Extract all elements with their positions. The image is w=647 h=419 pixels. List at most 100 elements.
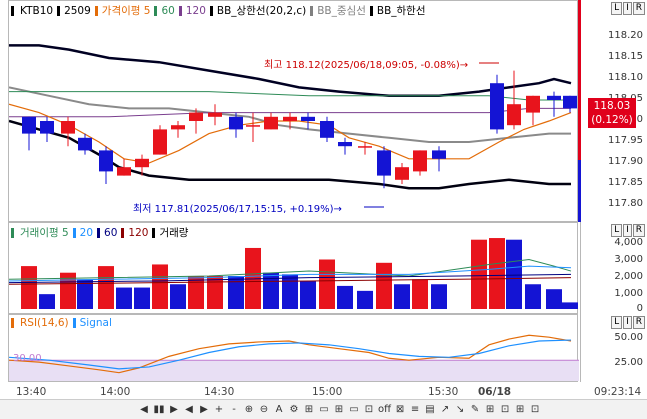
- candle-body: [507, 104, 521, 126]
- toolbar-button[interactable]: ⊞: [515, 404, 525, 415]
- y-tick-label: 118.10: [608, 72, 643, 83]
- toolbar-button[interactable]: off: [378, 404, 392, 415]
- legend-item: RSI(14,6): [20, 317, 69, 329]
- candle-body: [153, 129, 167, 155]
- rsi-y-axis: L I R 50.00 25.00: [580, 314, 647, 382]
- toolbar-button[interactable]: ⊞: [334, 404, 344, 415]
- rsi-oversold-zone: [9, 360, 579, 381]
- x-tick-label: 15:00: [312, 386, 343, 398]
- toolbar-button[interactable]: ⚙: [289, 404, 299, 415]
- candle-body: [395, 167, 409, 180]
- toolbar-button[interactable]: ⊡: [530, 404, 540, 415]
- y-tick-label: 0: [636, 303, 643, 314]
- volume-bar: [98, 266, 114, 309]
- panel-button-r[interactable]: R: [632, 2, 645, 15]
- volume-bar: [39, 294, 55, 309]
- volume-panel-button-l[interactable]: L: [611, 224, 623, 237]
- panel-button-l[interactable]: L: [611, 2, 623, 15]
- volume-bar: [282, 274, 298, 309]
- volume-chart[interactable]: [9, 223, 579, 313]
- toolbar-button[interactable]: ≡: [410, 404, 420, 415]
- ma60-line: [9, 91, 571, 101]
- legend-item: 60: [161, 4, 175, 17]
- candle-body: [22, 116, 36, 134]
- bb-lower-line: [9, 119, 571, 190]
- toolbar-button[interactable]: +: [214, 404, 224, 415]
- volume-bar: [562, 302, 578, 309]
- legend-marker: [11, 227, 14, 238]
- rsi-level-label: 30.00: [13, 353, 42, 364]
- x-tick-label: 15:30: [428, 386, 459, 398]
- toolbar-button[interactable]: ▶: [170, 404, 178, 415]
- legend-marker: [11, 318, 14, 328]
- candle-body: [78, 137, 92, 151]
- toolbar-button[interactable]: ⊞: [485, 404, 495, 415]
- volume-bar: [300, 280, 316, 309]
- toolbar-button[interactable]: ⊞: [304, 404, 314, 415]
- legend-item: 가격이평 5: [101, 5, 151, 17]
- toolbar-button[interactable]: ↘: [455, 404, 465, 415]
- volume-panel-button-i[interactable]: I: [623, 224, 632, 237]
- volume-bar: [412, 279, 428, 309]
- rsi-panel-button-r[interactable]: R: [632, 316, 645, 329]
- toolbar-button[interactable]: A: [275, 404, 283, 415]
- legend-separator: [94, 5, 98, 16]
- volume-bar: [471, 239, 487, 309]
- rsi-signal-line: [9, 339, 572, 370]
- volume-bar: [77, 279, 93, 309]
- toolbar-button[interactable]: ↗: [440, 404, 450, 415]
- volume-bar: [170, 284, 186, 309]
- panel-button-group[interactable]: L I R: [611, 2, 645, 15]
- rsi-panel-button-group[interactable]: L I R: [611, 316, 645, 329]
- price-pane[interactable]: KTB10 2509 가격이평 5 60 120 BB_상한선(20,2,c) BB_중심선…: [8, 0, 578, 222]
- x-tick-label: 14:00: [100, 386, 131, 398]
- candle-body: [490, 83, 504, 130]
- legend-item: Signal: [79, 317, 112, 329]
- candle-body: [99, 150, 113, 172]
- volume-bar: [394, 284, 410, 309]
- toolbar-button[interactable]: -: [232, 404, 236, 415]
- volume-bar: [546, 289, 562, 309]
- toolbar-button[interactable]: ▤: [425, 404, 435, 415]
- toolbar-button[interactable]: ▶: [200, 404, 208, 415]
- legend-item: 거래이평 5: [20, 227, 69, 239]
- toolbar-button[interactable]: ⊡: [364, 404, 374, 415]
- toolbar-button[interactable]: ▭: [319, 404, 329, 415]
- candle-body: [526, 95, 540, 113]
- toolbar-button[interactable]: ⊠: [395, 404, 405, 415]
- legend-item: KTB10: [20, 4, 54, 17]
- legend-separator: [209, 5, 213, 16]
- high-annotation: 최고 118.12(2025/06/18,09:05, -0.08%)→: [264, 60, 469, 71]
- volume-bar: [431, 284, 447, 309]
- rsi-pane[interactable]: RSI(14,6) Signal 30.00: [8, 314, 579, 382]
- legend-separator: [178, 5, 182, 16]
- toolbar-button[interactable]: ◀: [185, 404, 193, 415]
- legend-item: 거래량: [159, 227, 189, 239]
- candle-body: [61, 121, 75, 134]
- toolbar-button[interactable]: ◀: [140, 404, 148, 415]
- rsi-panel-button-l[interactable]: L: [611, 316, 623, 329]
- candle-body: [432, 150, 446, 159]
- toolbar-button[interactable]: ▮▮: [153, 404, 165, 415]
- vol-ma20-line: [9, 265, 572, 282]
- volume-y-axis: L I R 4,000 3,000 2,000 1,000 0: [580, 222, 647, 314]
- volume-pane[interactable]: 거래이평 5 20 60 120 거래량: [8, 222, 578, 314]
- x-tick-label: 13:40: [16, 386, 47, 398]
- price-chart[interactable]: [9, 1, 579, 221]
- candle-body: [377, 150, 391, 176]
- toolbar-button[interactable]: ⊕: [244, 404, 254, 415]
- toolbar-button[interactable]: ⊖: [259, 404, 269, 415]
- volume-panel-button-group[interactable]: L I R: [611, 224, 645, 237]
- toolbar-button[interactable]: ✎: [470, 404, 480, 415]
- legend-item: BB_하한선: [376, 5, 426, 17]
- rsi-panel-button-i[interactable]: I: [623, 316, 632, 329]
- legend-marker: [11, 5, 14, 16]
- toolbar-button[interactable]: ⊡: [500, 404, 510, 415]
- candle-body: [358, 146, 372, 148]
- price-legend: KTB10 2509 가격이평 5 60 120 BB_상한선(20,2,c) BB_중심선…: [11, 3, 426, 18]
- toolbar-button[interactable]: ▭: [349, 404, 359, 415]
- chart-toolbar: ◀ ▮▮ ▶ ◀ ▶ + - ⊕ ⊖ A ⚙ ⊞ ▭ ⊞ ▭ ⊡ off ⊠ ≡ ▤ ↗ ↘ ✎ ⊞ ⊡ ⊞ ⊡: [0, 399, 647, 419]
- panel-button-i[interactable]: I: [623, 2, 632, 15]
- volume-panel-button-r[interactable]: R: [632, 224, 645, 237]
- rsi-chart[interactable]: [9, 315, 579, 381]
